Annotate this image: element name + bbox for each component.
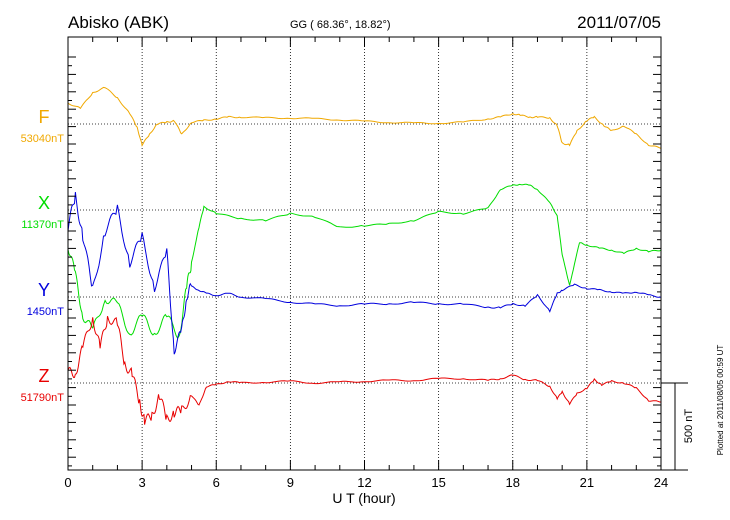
plotted-at-note: Plotted at 2011/08/05 00:59 UT <box>716 345 725 456</box>
scale-bar: 500 nT <box>661 382 695 471</box>
series-name-Y: Y <box>38 280 50 300</box>
x-axis-label: U T (hour) <box>332 490 395 506</box>
x-tick-label-24: 24 <box>654 475 668 490</box>
series-labels: F 53040nT X 11370nT Y 1450nT Z 51790nT <box>21 107 65 404</box>
series-baseline-Z: 51790nT <box>21 392 65 404</box>
series-name-X: X <box>38 193 50 213</box>
series-baseline-Y: 1450nT <box>27 306 65 318</box>
x-tick-label-0: 0 <box>64 475 71 490</box>
series-line-Z <box>67 316 662 425</box>
x-tick-label-3: 3 <box>139 475 146 490</box>
data-series <box>67 86 662 425</box>
x-tick-label-18: 18 <box>506 475 520 490</box>
grid-lines <box>68 37 661 470</box>
series-baseline-X: 11370nT <box>21 219 64 231</box>
station-title: Abisko (ABK) <box>68 13 169 32</box>
scale-bar-label: 500 nT <box>683 409 695 444</box>
series-name-F: F <box>39 107 50 127</box>
series-line-Y <box>67 191 662 355</box>
x-tick-label-6: 6 <box>213 475 220 490</box>
series-line-X <box>67 183 662 340</box>
plot-date: 2011/07/05 <box>577 13 661 32</box>
series-line-F <box>67 86 662 149</box>
x-tick-label-15: 15 <box>431 475 445 490</box>
x-tick-label-21: 21 <box>580 475 594 490</box>
series-name-Z: Z <box>39 366 50 386</box>
x-tick-label-9: 9 <box>287 475 294 490</box>
axis-ticks: 0 3 6 9 12 15 18 21 24 <box>64 37 668 490</box>
x-tick-label-12: 12 <box>357 475 371 490</box>
series-baseline-F: 53040nT <box>21 133 65 145</box>
station-coordinates: GG ( 68.36°, 18.82°) <box>290 19 391 31</box>
